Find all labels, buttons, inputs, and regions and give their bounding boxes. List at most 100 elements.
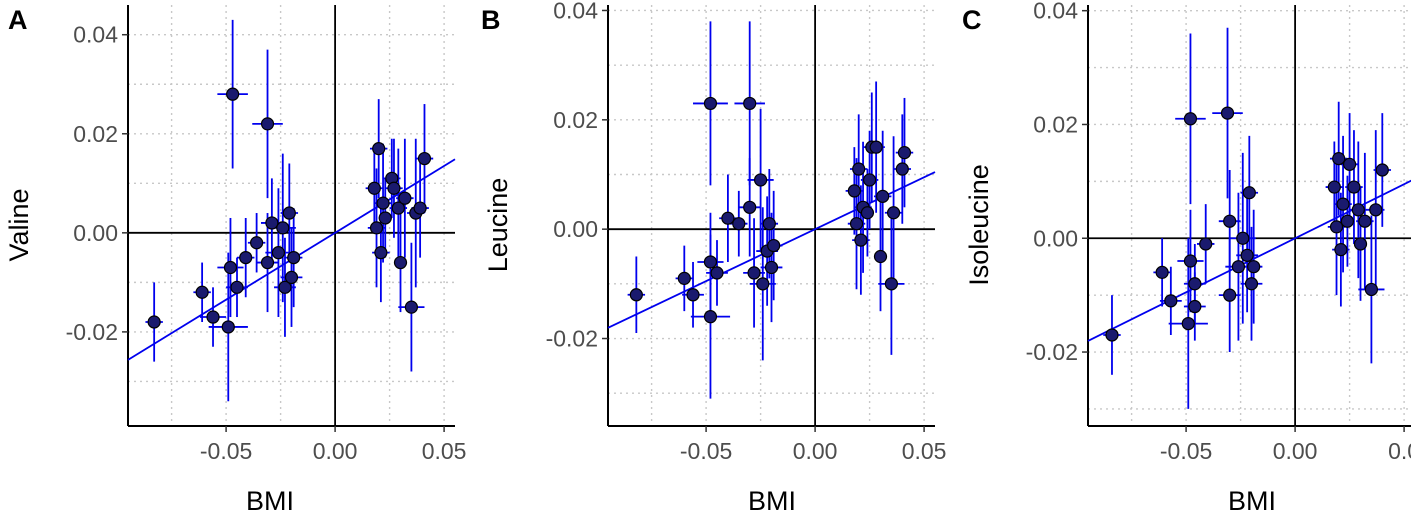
- data-point: [1244, 277, 1259, 291]
- data-point: [376, 196, 390, 210]
- data-point: [1236, 231, 1250, 245]
- data-point: [1188, 299, 1202, 314]
- data-point: [847, 184, 861, 198]
- data-point: [378, 211, 392, 225]
- data-point: [404, 300, 418, 314]
- data-point: [1375, 163, 1389, 177]
- data-point: [897, 146, 912, 160]
- data-point: [1353, 237, 1368, 251]
- data-point: [767, 238, 781, 253]
- data-point: [221, 320, 235, 334]
- data-point: [854, 233, 868, 247]
- y-tick-label: 0.04: [73, 22, 118, 48]
- data-point: [884, 277, 899, 291]
- x-axis-title-a: BMI: [246, 486, 294, 516]
- x-tick-label: 0.00: [1273, 438, 1318, 464]
- data-point: [895, 162, 909, 176]
- y-tick-label: 0.02: [553, 107, 598, 133]
- data-point: [686, 288, 700, 302]
- y-tick-label: 0.00: [553, 216, 598, 242]
- data-point: [764, 260, 779, 275]
- panel-label-b: B: [481, 5, 501, 35]
- plot-area-c: -0.02 0.00 0.02 0.04 -0.05 0.00 0.0: [1026, 0, 1411, 464]
- data-point: [1334, 243, 1348, 257]
- data-point: [398, 191, 412, 205]
- data-point: [276, 221, 290, 235]
- plot-area-b: -0.02 0.00 0.02 0.04 -0.05 0.00 0.05: [546, 0, 947, 464]
- data-point: [743, 96, 757, 111]
- data-point: [1199, 237, 1213, 251]
- x-tick-label: 0.05: [902, 438, 947, 464]
- data-point: [265, 216, 279, 230]
- data-point: [703, 96, 718, 111]
- data-point: [1329, 220, 1344, 234]
- data-point: [747, 266, 761, 280]
- data-point: [226, 87, 240, 101]
- data-point: [1369, 203, 1383, 217]
- data-point: [206, 310, 220, 324]
- data-point: [367, 181, 381, 195]
- y-axis-title-a: Valine: [4, 188, 34, 261]
- x-tick-label: 0.00: [793, 438, 838, 464]
- y-axis-title-b: Leucine: [483, 178, 513, 273]
- plot-area-a: -0.02 0.00 0.02 0.04 -0.05 0.00 0.05: [66, 5, 466, 464]
- data-point: [756, 277, 770, 291]
- data-point: [869, 140, 883, 154]
- data-point: [372, 142, 386, 156]
- data-point: [873, 249, 888, 264]
- data-point: [852, 162, 866, 176]
- x-axis-title-c: BMI: [1228, 486, 1276, 516]
- data-point: [629, 288, 643, 302]
- panel-label-a: A: [8, 5, 28, 35]
- data-point: [1247, 260, 1261, 274]
- data-point: [703, 255, 718, 269]
- data-point: [1220, 106, 1235, 120]
- data-point: [250, 236, 264, 250]
- data-point: [278, 280, 292, 294]
- data-point: [223, 260, 238, 275]
- data-point: [1242, 186, 1256, 200]
- data-point: [1340, 214, 1355, 228]
- data-point: [374, 246, 388, 260]
- y-axis-title-c: Isoleucine: [964, 164, 994, 286]
- x-tick-label: -0.05: [200, 438, 252, 464]
- data-point: [393, 255, 408, 270]
- data-point: [1188, 277, 1202, 291]
- y-tick-label: 0.00: [1033, 225, 1078, 251]
- panel-label-c: C: [962, 5, 982, 35]
- y-tick-label: 0.02: [73, 121, 118, 147]
- data-point: [860, 206, 875, 220]
- data-point: [1181, 316, 1195, 331]
- data-point: [1327, 180, 1341, 194]
- data-point: [886, 206, 901, 220]
- data-point: [271, 246, 286, 260]
- y-tick-label: -0.02: [1026, 339, 1078, 365]
- data-point: [417, 151, 432, 166]
- data-point: [369, 221, 384, 235]
- data-point: [282, 206, 296, 220]
- y-tick-label: 0.04: [1033, 0, 1078, 24]
- data-point: [1347, 180, 1361, 194]
- data-point: [743, 200, 757, 214]
- data-point: [387, 181, 401, 195]
- data-point: [260, 117, 275, 131]
- data-point: [1105, 328, 1119, 342]
- data-point: [753, 173, 768, 187]
- y-tick-label: 0.00: [73, 220, 118, 246]
- data-point: [849, 217, 864, 231]
- data-point: [1231, 260, 1246, 274]
- data-point: [1183, 112, 1198, 126]
- x-tick-label: -0.05: [680, 438, 732, 464]
- data-point: [287, 251, 301, 265]
- data-point: [876, 189, 890, 203]
- data-point: [732, 217, 746, 231]
- x-axis-title-b: BMI: [748, 486, 796, 516]
- panel-a: -0.02 0.00 0.02 0.04 -0.05 0.00 0.05 A BMI Val…: [4, 5, 466, 516]
- data-point: [284, 270, 299, 285]
- data-point: [230, 280, 244, 294]
- data-point: [721, 211, 735, 225]
- data-point: [147, 315, 161, 329]
- data-point: [762, 217, 776, 231]
- data-point: [1364, 282, 1379, 297]
